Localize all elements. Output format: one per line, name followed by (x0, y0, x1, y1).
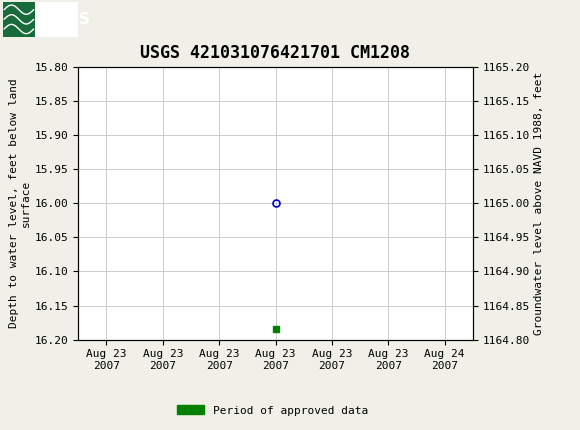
Y-axis label: Groundwater level above NAVD 1988, feet: Groundwater level above NAVD 1988, feet (534, 71, 544, 335)
Title: USGS 421031076421701 CM1208: USGS 421031076421701 CM1208 (140, 44, 411, 62)
FancyBboxPatch shape (3, 2, 78, 37)
Y-axis label: Depth to water level, feet below land
surface: Depth to water level, feet below land su… (9, 78, 31, 328)
Legend: Period of approved data: Period of approved data (172, 401, 373, 420)
Text: USGS: USGS (44, 12, 90, 27)
FancyBboxPatch shape (3, 2, 35, 37)
